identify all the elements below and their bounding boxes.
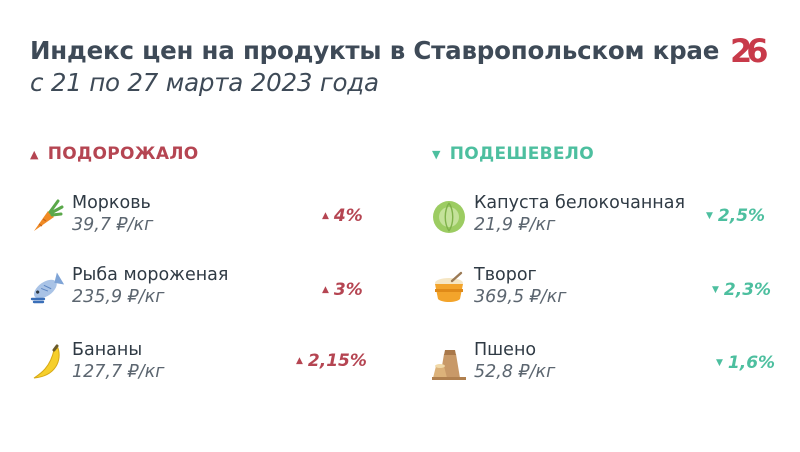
arrow-up-icon: ▲ — [296, 356, 303, 366]
item-name: Морковь — [72, 193, 151, 213]
svg-text:26: 26 — [730, 32, 767, 70]
change-value: ▲ 2,15% — [296, 351, 367, 371]
item-price: 52,8 ₽/кг — [474, 362, 556, 382]
item-name: Творог — [474, 265, 537, 285]
arrow-down-icon: ▼ — [706, 211, 713, 221]
change-value: ▼ 1,6% — [716, 353, 775, 373]
change-percent: 1,6% — [727, 353, 776, 373]
section-heading-label: ПОДЕШЕВЕЛО — [449, 144, 594, 164]
change-value: ▼ 2,3% — [712, 280, 771, 300]
item-price: 369,5 ₽/кг — [474, 287, 567, 307]
page-title: Индекс цен на продукты в Ставропольском … — [30, 36, 720, 65]
fish-icon — [30, 272, 65, 304]
arrow-up-icon: ▲ — [322, 211, 329, 221]
change-percent: 2,15% — [307, 351, 367, 371]
item-price: 235,9 ₽/кг — [72, 287, 165, 307]
item-name: Рыба мороженая — [72, 265, 229, 285]
list-item: Рыба мороженая 235,9 ₽/кг — [28, 265, 368, 317]
millet-sack-icon — [432, 350, 466, 380]
change-percent: 2,3% — [723, 280, 772, 300]
section-heading-price-up: ▲ ПОДОРОЖАЛО — [30, 144, 199, 164]
item-price: 39,7 ₽/кг — [72, 215, 154, 235]
change-percent: 3% — [333, 280, 363, 300]
triangle-down-icon: ▼ — [432, 147, 441, 161]
carrot-icon — [34, 199, 64, 231]
change-value: ▲ 3% — [322, 280, 363, 300]
section-heading-price-down: ▼ ПОДЕШЕВЕЛО — [432, 144, 594, 164]
change-percent: 2,5% — [717, 206, 766, 226]
arrow-down-icon: ▼ — [716, 358, 723, 368]
item-name: Бананы — [72, 340, 143, 360]
list-item: Пшено 52,8 ₽/кг — [430, 340, 780, 392]
item-price: 127,7 ₽/кг — [72, 362, 165, 382]
list-item: Творог 369,5 ₽/кг — [430, 265, 780, 317]
list-item: Морковь 39,7 ₽/кг — [28, 193, 368, 245]
change-value: ▲ 4% — [322, 206, 363, 226]
arrow-up-icon: ▲ — [322, 285, 329, 295]
page-subtitle: с 21 по 27 марта 2023 года — [30, 68, 379, 97]
item-name: Пшено — [474, 340, 537, 360]
triangle-up-icon: ▲ — [30, 147, 39, 161]
item-price: 21,9 ₽/кг — [474, 215, 556, 235]
banana-icon — [33, 344, 60, 379]
item-name: Капуста белокочанная — [474, 193, 685, 213]
section-heading-label: ПОДОРОЖАЛО — [47, 144, 199, 164]
logo-26-icon: 26 — [730, 32, 772, 70]
list-item: Капуста белокочанная 21,9 ₽/кг — [430, 193, 780, 245]
change-percent: 4% — [333, 206, 363, 226]
arrow-down-icon: ▼ — [712, 285, 719, 295]
list-item: Бананы 127,7 ₽/кг — [28, 340, 368, 392]
cottage-cheese-icon — [435, 271, 463, 302]
change-value: ▼ 2,5% — [706, 206, 765, 226]
cabbage-icon — [433, 201, 465, 233]
